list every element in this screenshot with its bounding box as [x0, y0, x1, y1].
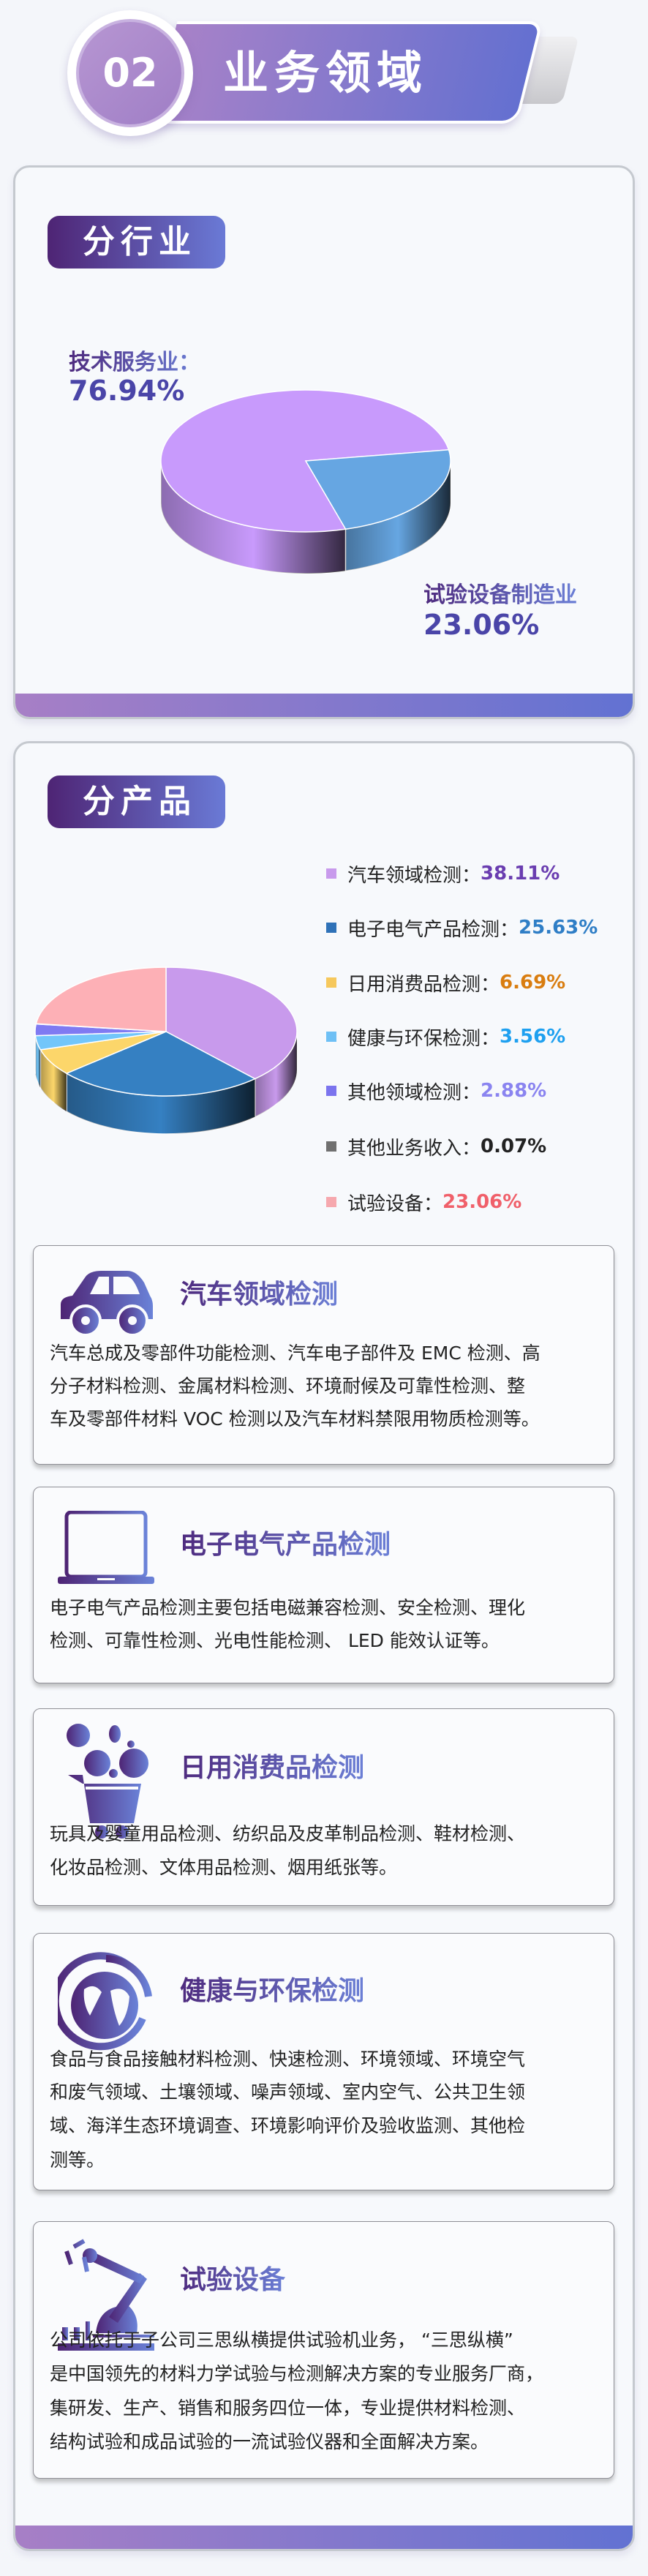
legend-value: 2.88% [481, 1080, 547, 1102]
card-text-line: 车及零部件材料 VOC 检测以及汽车材料禁限用物质检测等。 [50, 1408, 540, 1430]
card-text-line: 公司依托于子公司三思纵横提供试验机业务， “三思纵横” [50, 2329, 513, 2351]
industry-label-equipment: 试验设备制造业 [423, 577, 577, 609]
card-title: 电子电气产品检测 [180, 1530, 391, 1560]
legend-label: 健康与环保检测： [347, 1027, 500, 1050]
legend-item: 日用消费品检测： 6.69% [326, 970, 566, 996]
card-text-line: 分子材料检测、金属材料检测、环境耐候及可靠性检测、整 [50, 1375, 526, 1397]
card-text-line: 化妆品检测、文体用品检测、烟用纸张等。 [50, 1857, 398, 1878]
card-title: 日用消费品检测 [180, 1753, 365, 1783]
pie-slice [160, 389, 450, 533]
product-tag: 分产品 [48, 776, 225, 828]
pie-slice [165, 966, 298, 1080]
section-number: 02 [102, 50, 158, 96]
legend-item: 其他领域检测： 2.88% [326, 1078, 547, 1104]
legend-swatch [326, 1086, 336, 1096]
pie-slice [304, 449, 451, 530]
card-text-line: 检测、可靠性检测、光电性能检测、 LED 能效认证等。 [50, 1630, 500, 1651]
pie-side-shading [35, 1035, 41, 1088]
panel-footer-bar [15, 2526, 633, 2549]
card-text-line: 汽车总成及零部件功能检测、汽车电子部件及 EMC 检测、高 [50, 1343, 540, 1364]
card-text-line: 是中国领先的材料力学试验与检测解决方案的专业服务厂商， [50, 2363, 544, 2384]
product-card: 日用消费品检测玩具及婴童用品检测、纺织品及皮革制品检测、鞋材检测、 化妆品检测、文… [33, 1708, 614, 1906]
legend-item: 电子电气产品检测： 25.63% [326, 915, 598, 941]
car-icon [58, 1268, 154, 1338]
legend-value: 23.06% [442, 1191, 522, 1213]
card-text-line: 测等。 [50, 2149, 105, 2171]
legend-value: 38.11% [481, 863, 560, 885]
product-pie-chart [34, 966, 298, 1135]
legend-value: 6.69% [500, 972, 566, 994]
legend-label: 其他业务收入： [347, 1137, 481, 1160]
legend-label: 日用消费品检测： [347, 973, 500, 996]
legend-swatch [326, 1197, 336, 1207]
legend-label: 试验设备： [347, 1193, 443, 1215]
section-number-circle [76, 19, 184, 127]
legend-item: 其他业务收入： 0.07% [326, 1134, 547, 1160]
legend-label: 电子电气产品检测： [347, 918, 519, 941]
card-text-line: 集研发、生产、销售和服务四位一体，专业提供材料检测、 [50, 2397, 526, 2419]
product-card: 试验设备公司依托于子公司三思纵横提供试验机业务， “三思纵横” 是中国领先的材料力… [33, 2221, 614, 2479]
card-text-line: 玩具及婴童用品检测、纺织品及皮革制品检测、鞋材检测、 [50, 1823, 526, 1844]
legend-value: 25.63% [519, 917, 598, 939]
shopping-cart-icon [58, 1722, 154, 1842]
legend-label: 汽车领域检测： [347, 864, 481, 887]
industry-label-service: 技术服务业： [69, 344, 200, 376]
legend-swatch [326, 923, 336, 933]
card-title: 试验设备 [180, 2265, 286, 2295]
card-text-line: 电子电气产品检测主要包括电磁兼容检测、安全检测、理化 [50, 1597, 526, 1618]
legend-swatch [326, 1032, 336, 1042]
legend-item: 健康与环保检测： 3.56% [326, 1024, 566, 1050]
industry-value-equipment: 23.06% [423, 609, 540, 641]
card-text-line: 域、海洋生态环境调查、环境影响评价及验收监测、其他检 [50, 2115, 526, 2136]
robot-arm-icon [58, 2235, 154, 2355]
legend-swatch [326, 977, 336, 988]
section-title: 业务领域 [223, 46, 429, 99]
laptop-icon [58, 1510, 154, 1588]
industry-pie-chart [160, 389, 451, 574]
pie-side-shading [255, 1032, 297, 1117]
card-title: 健康与环保检测 [180, 1976, 365, 2006]
legend-swatch [326, 1141, 336, 1152]
card-text-line: 和废气领域、土壤领域、噪声领域、室内空气、公共卫生领 [50, 2081, 526, 2103]
pie-side-shading [161, 461, 346, 574]
card-title: 汽车领域检测 [180, 1280, 339, 1310]
industry-value-service: 76.94% [69, 375, 185, 407]
pie-side-shading [66, 1073, 255, 1134]
legend-label: 其他领域检测： [347, 1081, 481, 1104]
card-text-line: 食品与食品接触材料检测、快速检测、环境领域、环境空气 [50, 2049, 526, 2070]
pie-side-shading [40, 1049, 67, 1112]
panel-footer-bar [15, 694, 633, 717]
legend-swatch [326, 868, 336, 879]
product-card: 汽车领域检测汽车总成及零部件功能检测、汽车电子部件及 EMC 检测、高 分子材料检… [33, 1245, 614, 1465]
legend-value: 0.07% [481, 1135, 547, 1157]
card-text-line: 结构试验和成品试验的一流试验仪器和全面解决方案。 [50, 2431, 489, 2452]
pie-slice [65, 1031, 257, 1097]
product-card: 健康与环保检测食品与食品接触材料检测、快速检测、环境领域、环境空气 和废气领域、土… [33, 1933, 614, 2190]
industry-tag: 分行业 [48, 216, 225, 269]
legend-item: 汽车领域检测： 38.11% [326, 861, 560, 887]
product-card: 电子电气产品检测电子电气产品检测主要包括电磁兼容检测、安全检测、理化 检测、可靠性… [33, 1487, 614, 1683]
legend-item: 试验设备： 23.06% [326, 1190, 522, 1215]
legend-value: 3.56% [500, 1026, 566, 1048]
globe-recycle-icon [51, 1945, 154, 2065]
pie-slice [35, 966, 167, 1032]
